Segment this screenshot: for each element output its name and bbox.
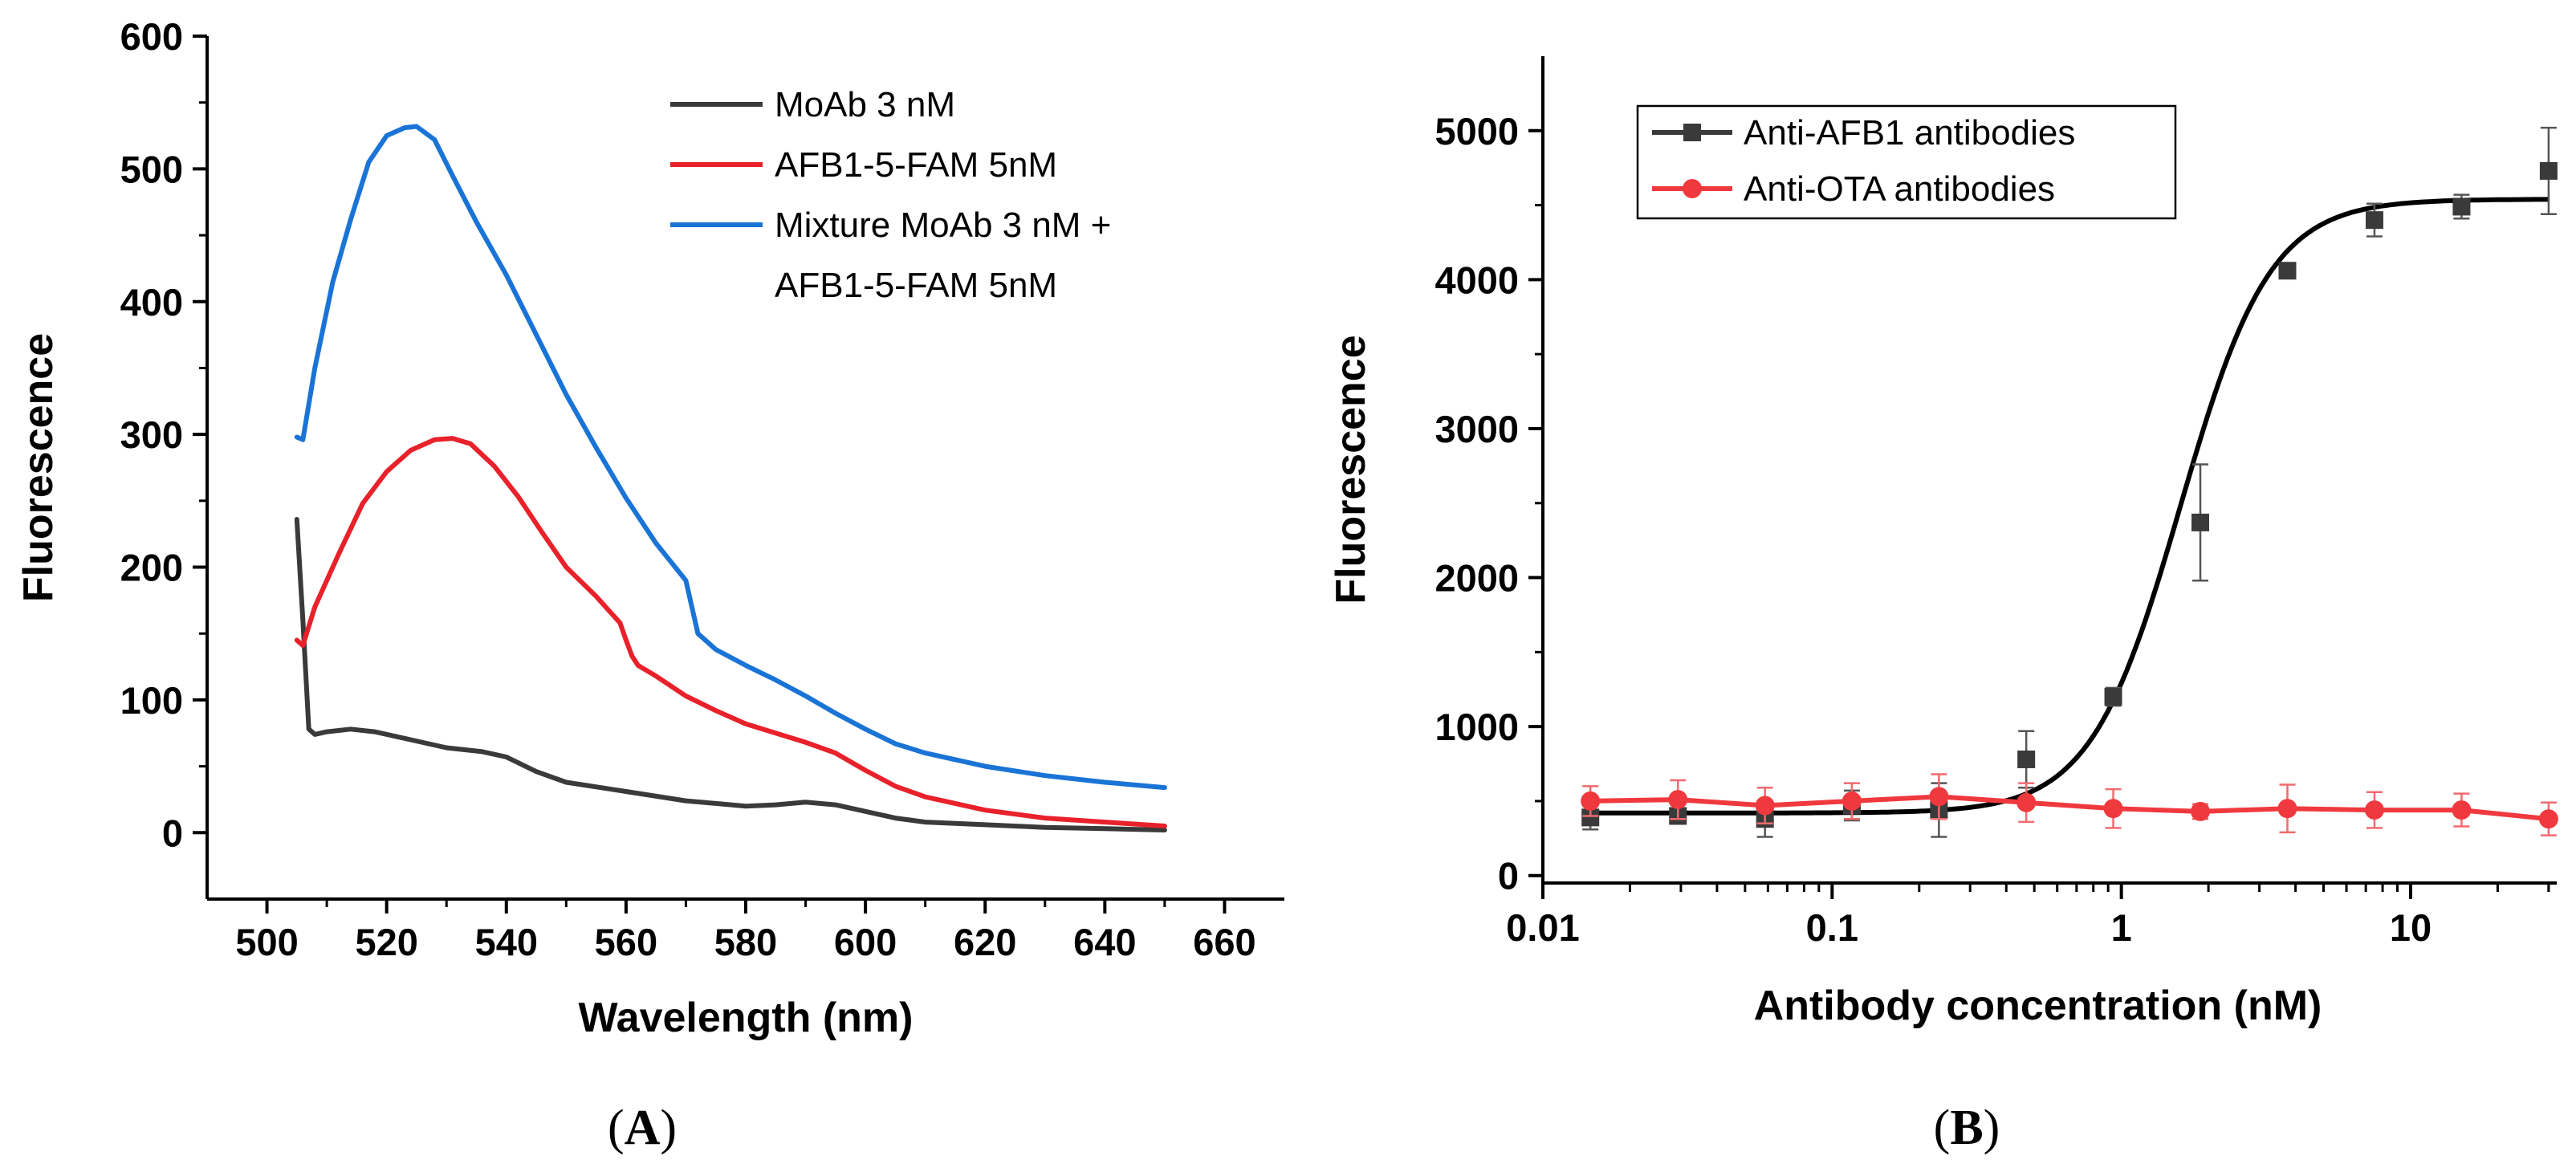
data-point-circle (1755, 796, 1775, 816)
series-line-0 (294, 517, 1167, 832)
y-tick-label: 600 (120, 15, 183, 58)
y-tick-label: 5000 (1435, 110, 1519, 153)
y-tick-label: 500 (120, 148, 183, 190)
y-tick-label: 200 (120, 547, 183, 589)
chart-a: 0 100 200 300 400 500 600 500 520 540 560 580 600 620… (15, 15, 1284, 1041)
series-line-1 (294, 436, 1167, 828)
x-axis-title: Antibody concentration (nM) (1754, 983, 2322, 1029)
x-tick-label: 520 (355, 921, 417, 963)
data-point-circle (2452, 800, 2472, 820)
legend-label-0: Anti-AFB1 antibodies (1744, 113, 2075, 153)
y-tick-label: 400 (120, 281, 183, 324)
data-point-circle (2277, 799, 2297, 819)
y-axis-title: Fluorescence (15, 333, 62, 602)
data-point-circle (1668, 790, 1688, 810)
x-tick-label: 580 (714, 921, 777, 963)
data-point-circle (2016, 792, 2037, 812)
chart-b: 0 1000 2000 3000 4000 5000 0.01 0.1 1 10 Antibody … (1328, 56, 2558, 1029)
y-tick-label: 0 (1498, 855, 1519, 897)
legend-label-0: MoAb 3 nM (775, 85, 955, 124)
panel-label-a: (A) (608, 1101, 677, 1155)
data-point-square (1581, 808, 1600, 827)
x-tick-label: 560 (595, 921, 657, 963)
data-point-circle (2191, 801, 2211, 821)
y-tick-label: 100 (120, 679, 183, 722)
data-point-square (2017, 750, 2036, 768)
data-point-square (2539, 161, 2558, 180)
data-point-circle (1929, 787, 1949, 807)
x-tick-label: 640 (1073, 921, 1136, 963)
x-tick-label: 0.01 (1506, 906, 1579, 949)
x-tick-label: 620 (954, 921, 1016, 963)
data-point-circle (2364, 800, 2384, 820)
legend-box (1636, 104, 2177, 220)
x-tick-label: 600 (834, 921, 897, 963)
data-point-circle (1841, 791, 1862, 811)
legend: MoAb 3 nM AFB1-5-FAM 5nM Mixture MoAb 3 nM… (670, 85, 1111, 305)
series-line-anti-ota (1590, 794, 2550, 822)
points-1 (1581, 787, 2558, 829)
data-point-circle (2103, 799, 2123, 819)
x-tick-label: 660 (1193, 921, 1255, 963)
legend-label-1: AFB1-5-FAM 5nM (775, 145, 1057, 185)
legend-label-2-cont: AFB1-5-FAM 5nM (775, 266, 1057, 305)
y-tick-label: 0 (162, 812, 183, 854)
legend-marker-square (1683, 124, 1701, 141)
y-tick-label: 1000 (1435, 706, 1519, 748)
x-tick-label: 1 (2111, 906, 2132, 949)
data-point-square (2278, 262, 2297, 280)
x-tick-label: 540 (475, 921, 538, 963)
x-axis-title: Wavelength (nm) (579, 995, 914, 1041)
data-point-square (2365, 211, 2383, 230)
legend-label-2: Mixture MoAb 3 nM + (775, 206, 1111, 245)
y-tick-label: 3000 (1435, 408, 1519, 450)
error-bars-0 (1582, 126, 2557, 838)
legend: Anti-AFB1 antibodies Anti-OTA antibodies (1636, 104, 2177, 220)
y-tick-label: 300 (120, 413, 183, 456)
y-axis-title: Fluorescence (1328, 335, 1374, 604)
y-tick-label: 2000 (1435, 557, 1519, 600)
legend-label-1: Anti-OTA antibodies (1744, 169, 2055, 209)
x-tick-label: 500 (235, 921, 298, 963)
x-tick-label: 0.1 (1806, 906, 1858, 949)
fit-curve-anti-afb1 (1590, 197, 2549, 816)
data-point-square (2452, 197, 2471, 216)
data-point-circle (2538, 809, 2558, 829)
x-tick-label: 10 (2390, 906, 2432, 949)
legend-marker-circle (1683, 179, 1702, 198)
panel-label-b: (B) (1934, 1101, 2000, 1155)
y-tick-label: 4000 (1435, 258, 1519, 301)
data-point-square (2104, 688, 2122, 706)
points-0 (1581, 161, 2558, 828)
data-point-square (2191, 513, 2210, 531)
data-point-circle (1581, 791, 1601, 811)
series-line-2 (294, 124, 1167, 791)
